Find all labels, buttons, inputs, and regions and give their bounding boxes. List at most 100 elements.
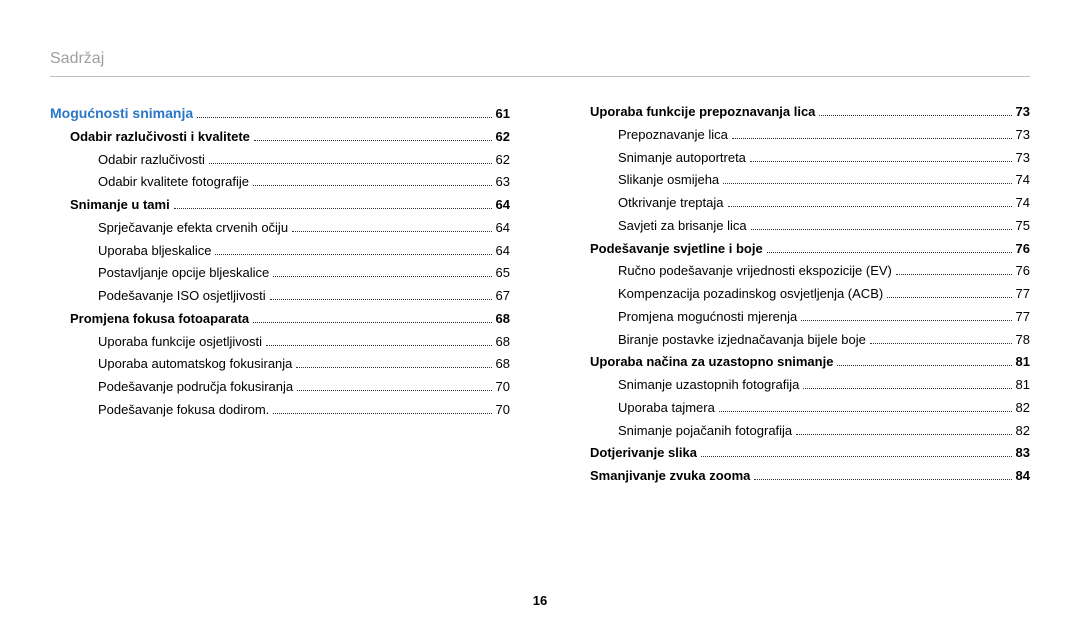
toc-leader-dots: [266, 345, 492, 346]
toc-page: 64: [496, 240, 510, 263]
toc-label: Podešavanje ISO osjetljivosti: [98, 285, 266, 308]
toc-entry[interactable]: Podešavanje ISO osjetljivosti67: [50, 285, 510, 308]
toc-entry[interactable]: Kompenzacija pozadinskog osvjetljenja (A…: [570, 283, 1030, 306]
toc-entry[interactable]: Otkrivanje treptaja 74: [570, 192, 1030, 215]
toc-entry[interactable]: Odabir kvalitete fotografije63: [50, 171, 510, 194]
toc-label: Snimanje u tami: [70, 194, 170, 217]
toc-entry[interactable]: Uporaba funkcije osjetljivosti 68: [50, 331, 510, 354]
toc-entry[interactable]: Ručno podešavanje vrijednosti ekspozicij…: [570, 260, 1030, 283]
toc-entry[interactable]: Promjena fokusa fotoaparata 68: [50, 308, 510, 331]
toc-leader-dots: [254, 140, 492, 141]
toc-page: 68: [496, 353, 510, 376]
toc-label: Uporaba automatskog fokusiranja: [98, 353, 292, 376]
toc-entry[interactable]: Biranje postavke izjednačavanja bijele b…: [570, 329, 1030, 352]
toc-leader-dots: [732, 138, 1012, 139]
toc-label: Podešavanje područja fokusiranja: [98, 376, 293, 399]
toc-entry[interactable]: Postavljanje opcije bljeskalice 65: [50, 262, 510, 285]
toc-entry[interactable]: Promjena mogućnosti mjerenja77: [570, 306, 1030, 329]
toc-label: Odabir razlučivosti: [98, 149, 205, 172]
toc-leader-dots: [754, 479, 1011, 480]
toc-leader-dots: [270, 299, 492, 300]
toc-leader-dots: [174, 208, 492, 209]
toc-leader-dots: [751, 229, 1012, 230]
toc-entry[interactable]: Slikanje osmijeha 74: [570, 169, 1030, 192]
toc-leader-dots: [296, 367, 491, 368]
toc-leader-dots: [723, 183, 1011, 184]
toc-page: 74: [1016, 192, 1030, 215]
toc-entry[interactable]: Prepoznavanje lica 73: [570, 124, 1030, 147]
toc-label: Snimanje autoportreta: [618, 147, 746, 170]
toc-label: Smanjivanje zvuka zooma: [590, 465, 750, 488]
toc-leader-dots: [719, 411, 1012, 412]
toc-leader-dots: [887, 297, 1011, 298]
toc-label: Uporaba funkcije prepoznavanja lica: [590, 101, 815, 124]
page-header: Sadržaj: [50, 50, 1030, 68]
toc-page: 75: [1016, 215, 1030, 238]
toc-entry[interactable]: Snimanje pojačanih fotografija82: [570, 420, 1030, 443]
toc-label: Postavljanje opcije bljeskalice: [98, 262, 269, 285]
left-column: Mogućnosti snimanja61Odabir razlučivosti…: [50, 101, 510, 488]
toc-entry[interactable]: Uporaba tajmera82: [570, 397, 1030, 420]
toc-label: Dotjerivanje slika: [590, 442, 697, 465]
toc-page: 68: [496, 331, 510, 354]
toc-label: Mogućnosti snimanja: [50, 101, 193, 126]
toc-entry[interactable]: Uporaba funkcije prepoznavanja lica73: [570, 101, 1030, 124]
toc-entry[interactable]: Odabir razlučivosti 62: [50, 149, 510, 172]
toc-leader-dots: [837, 365, 1011, 366]
toc-entry[interactable]: Uporaba bljeskalice64: [50, 240, 510, 263]
toc-page: 74: [1016, 169, 1030, 192]
toc-entry[interactable]: Smanjivanje zvuka zooma 84: [570, 465, 1030, 488]
toc-entry[interactable]: Podešavanje fokusa dodirom.70: [50, 399, 510, 422]
toc-label: Otkrivanje treptaja: [618, 192, 724, 215]
toc-entry[interactable]: Podešavanje područja fokusiranja 70: [50, 376, 510, 399]
toc-page: 83: [1016, 442, 1030, 465]
toc-page: 62: [496, 149, 510, 172]
toc-label: Sprječavanje efekta crvenih očiju: [98, 217, 288, 240]
toc-page: 82: [1016, 397, 1030, 420]
toc-page: 70: [496, 399, 510, 422]
toc-entry[interactable]: Uporaba načina za uzastopno snimanje81: [570, 351, 1030, 374]
toc-label: Odabir razlučivosti i kvalitete: [70, 126, 250, 149]
toc-entry[interactable]: Dotjerivanje slika 83: [570, 442, 1030, 465]
toc-page: 64: [496, 194, 510, 217]
header-divider: [50, 76, 1030, 77]
toc-entry[interactable]: Odabir razlučivosti i kvalitete 62: [50, 126, 510, 149]
toc-leader-dots: [292, 231, 491, 232]
toc-page: 63: [496, 171, 510, 194]
toc-label: Uporaba funkcije osjetljivosti: [98, 331, 262, 354]
toc-page: 65: [496, 262, 510, 285]
toc-entry[interactable]: Snimanje autoportreta73: [570, 147, 1030, 170]
toc-entry[interactable]: Snimanje uzastopnih fotografija81: [570, 374, 1030, 397]
toc-page: 70: [496, 376, 510, 399]
toc-page: 84: [1016, 465, 1030, 488]
toc-leader-dots: [273, 276, 491, 277]
toc-page: 77: [1016, 283, 1030, 306]
toc-entry[interactable]: Uporaba automatskog fokusiranja 68: [50, 353, 510, 376]
toc-leader-dots: [215, 254, 491, 255]
toc-label: Prepoznavanje lica: [618, 124, 728, 147]
toc-leader-dots: [796, 434, 1011, 435]
toc-entry[interactable]: Sprječavanje efekta crvenih očiju 64: [50, 217, 510, 240]
toc-label: Biranje postavke izjednačavanja bijele b…: [618, 329, 866, 352]
toc-entry[interactable]: Snimanje u tami 64: [50, 194, 510, 217]
toc-leader-dots: [209, 163, 492, 164]
toc-leader-dots: [870, 343, 1012, 344]
toc-page: 64: [496, 217, 510, 240]
toc-page: 78: [1016, 329, 1030, 352]
toc-page: 62: [496, 126, 510, 149]
toc-page: 76: [1016, 260, 1030, 283]
toc-page: 73: [1016, 124, 1030, 147]
toc-entry[interactable]: Mogućnosti snimanja61: [50, 101, 510, 126]
toc-label: Promjena fokusa fotoaparata: [70, 308, 249, 331]
toc-leader-dots: [728, 206, 1012, 207]
toc-leader-dots: [197, 117, 491, 118]
toc-entry[interactable]: Podešavanje svjetline i boje76: [570, 238, 1030, 261]
toc-label: Slikanje osmijeha: [618, 169, 719, 192]
toc-label: Uporaba načina za uzastopno snimanje: [590, 351, 833, 374]
toc-leader-dots: [801, 320, 1011, 321]
toc-leader-dots: [273, 413, 491, 414]
toc-page: 68: [496, 308, 510, 331]
toc-leader-dots: [253, 185, 492, 186]
toc-entry[interactable]: Savjeti za brisanje lica75: [570, 215, 1030, 238]
toc-label: Promjena mogućnosti mjerenja: [618, 306, 797, 329]
